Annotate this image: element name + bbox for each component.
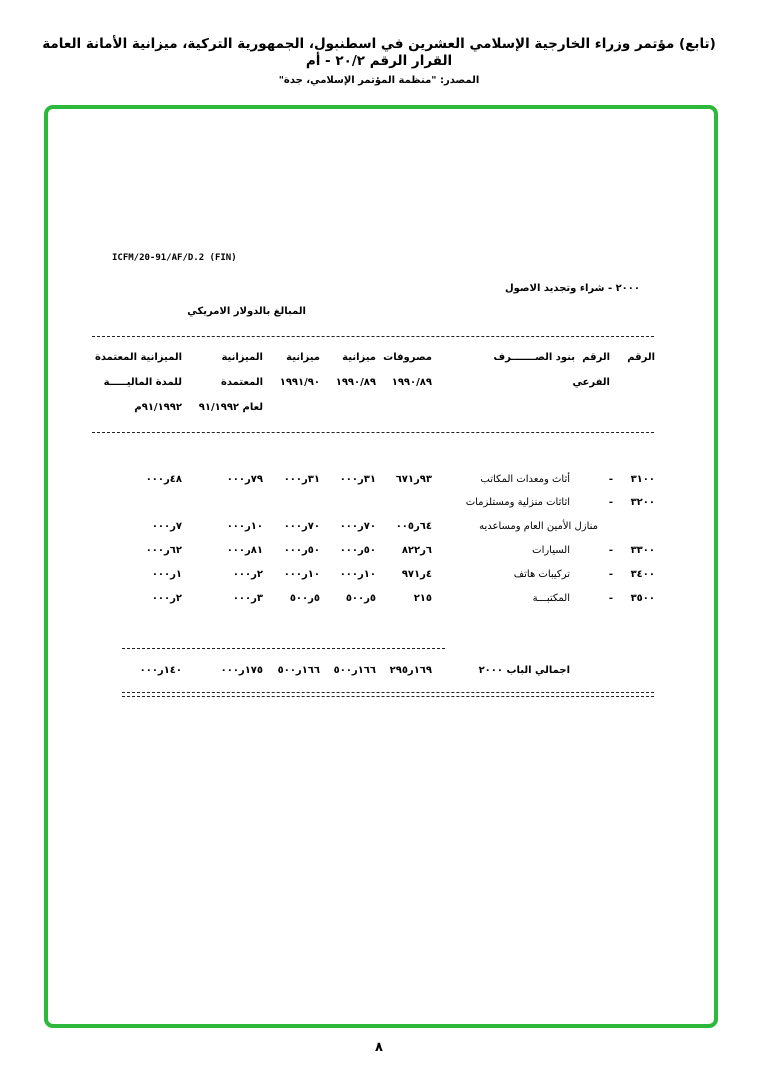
source-line: المصدر: "منظمة المؤتمر الإسلامي، جدة" [278, 75, 480, 86]
row-value: ٧ر٠٠٠ [151, 521, 182, 532]
row-value: ٧٩ر٠٠٠ [226, 474, 263, 485]
column-header-c5: ١٩٩٠/٨٩ [335, 377, 376, 388]
row-value: ٢ر٠٠٠ [232, 569, 263, 580]
divider-header [92, 432, 654, 433]
column-header-c8: للمدة الماليـــــة [103, 377, 182, 388]
row-value: ٥ر٥٠٠ [289, 593, 320, 604]
row-value: ٧٠ر٠٠٠ [283, 521, 320, 532]
row-value: ٩٣ر٦٧١ [395, 474, 432, 485]
divider-top [92, 336, 654, 337]
column-header-c2: الرقم [582, 352, 610, 363]
document-frame [44, 105, 718, 1028]
row-subcode: - [608, 497, 613, 508]
row-value: ٣١ر٠٠٠ [339, 474, 376, 485]
column-header-c7: الميزانية [221, 352, 263, 363]
row-value: ٥٠ر٠٠٠ [339, 545, 376, 556]
row-item: اثاثات منزلية ومستلزمات [465, 497, 570, 508]
row-value: ١٠ر٠٠٠ [339, 569, 376, 580]
row-value: ٥ر٥٠٠ [345, 593, 376, 604]
total-value: ١٦٦ر٥٠٠ [333, 665, 376, 676]
column-header-c6: ميزانية [286, 352, 320, 363]
column-header-c7: لعام ٩١/١٩٩٢ [198, 402, 263, 413]
row-item: تركيبات هاتف [513, 569, 570, 580]
row-value: ٢١٥ [413, 593, 432, 604]
page-header: (تابع) مؤتمر وزراء الخارجية الإسلامي الع… [20, 36, 738, 87]
row-value: ١٠ر٠٠٠ [283, 569, 320, 580]
column-header-c3: بنود الصـــــــرف [493, 352, 575, 363]
row-item: المكتبـــة [532, 593, 570, 604]
column-header-c6: ١٩٩١/٩٠ [279, 377, 320, 388]
row-code: ٣٢٠٠ [630, 497, 655, 508]
row-value: ٦ر٨٢٢ [401, 545, 432, 556]
row-code: ٣٣٠٠ [630, 545, 655, 556]
column-header-c4: ١٩٩٠/٨٩ [391, 377, 432, 388]
column-header-c8: ٩١/١٩٩٢م [134, 402, 182, 413]
row-value: ٦٢ر٠٠٠ [145, 545, 182, 556]
column-header-c2: الفرعي [572, 377, 610, 388]
row-item: أثاث ومعدات المكاتب [480, 474, 570, 485]
row-subcode: - [608, 474, 613, 485]
row-code: ٣٥٠٠ [630, 593, 655, 604]
section-heading: ٢٠٠٠ - شراء وتجديد الاصول [504, 283, 640, 294]
total-value: ١٧٥ر٠٠٠ [220, 665, 263, 676]
row-value: ٧٠ر٠٠٠ [339, 521, 376, 532]
row-subcode: - [608, 593, 613, 604]
column-header-c8: الميزانية المعتمدة [95, 352, 182, 363]
row-value: ٥٠ر٠٠٠ [283, 545, 320, 556]
page-title: (تابع) مؤتمر وزراء الخارجية الإسلامي الع… [42, 36, 716, 69]
column-header-c4: مصروفات [383, 352, 432, 363]
column-header-c7: المعتمدة [221, 377, 263, 388]
row-value: ٣١ر٠٠٠ [283, 474, 320, 485]
divider-double [122, 692, 654, 697]
row-value: ١٠ر٠٠٠ [226, 521, 263, 532]
row-subcode: - [608, 545, 613, 556]
row-code: ٣٤٠٠ [630, 569, 655, 580]
page-number: ٨ [375, 1040, 383, 1055]
row-item: منازل الأمين العام ومساعديه [479, 521, 598, 532]
row-value: ٣ر٠٠٠ [232, 593, 263, 604]
row-value: ٢ر٠٠٠ [151, 593, 182, 604]
row-value: ٤ر٩٧١ [401, 569, 432, 580]
row-code: ٣١٠٠ [630, 474, 655, 485]
column-header-c1: الرقم [627, 352, 655, 363]
column-header-c5: ميزانية [342, 352, 376, 363]
total-value: ١٦٦ر٥٠٠ [277, 665, 320, 676]
total-label: اجمالي الباب ٢٠٠٠ [478, 665, 570, 676]
row-value: ٤٨ر٠٠٠ [145, 474, 182, 485]
currency-note: المبالغ بالدولار الامريكي [187, 306, 306, 317]
row-value: ٦٤ر٠٠٥ [395, 521, 432, 532]
row-value: ٨١ر٠٠٠ [226, 545, 263, 556]
row-value: ١ر٠٠٠ [151, 569, 182, 580]
row-subcode: - [608, 569, 613, 580]
row-item: السيارات [532, 545, 570, 556]
document-reference: ICFM/20-91/AF/D.2 (FIN) [112, 253, 237, 263]
divider-subtotal [122, 648, 445, 649]
total-value: ١٦٩ر٢٩٥ [389, 665, 432, 676]
total-value: ١٤٠ر٠٠٠ [139, 665, 182, 676]
